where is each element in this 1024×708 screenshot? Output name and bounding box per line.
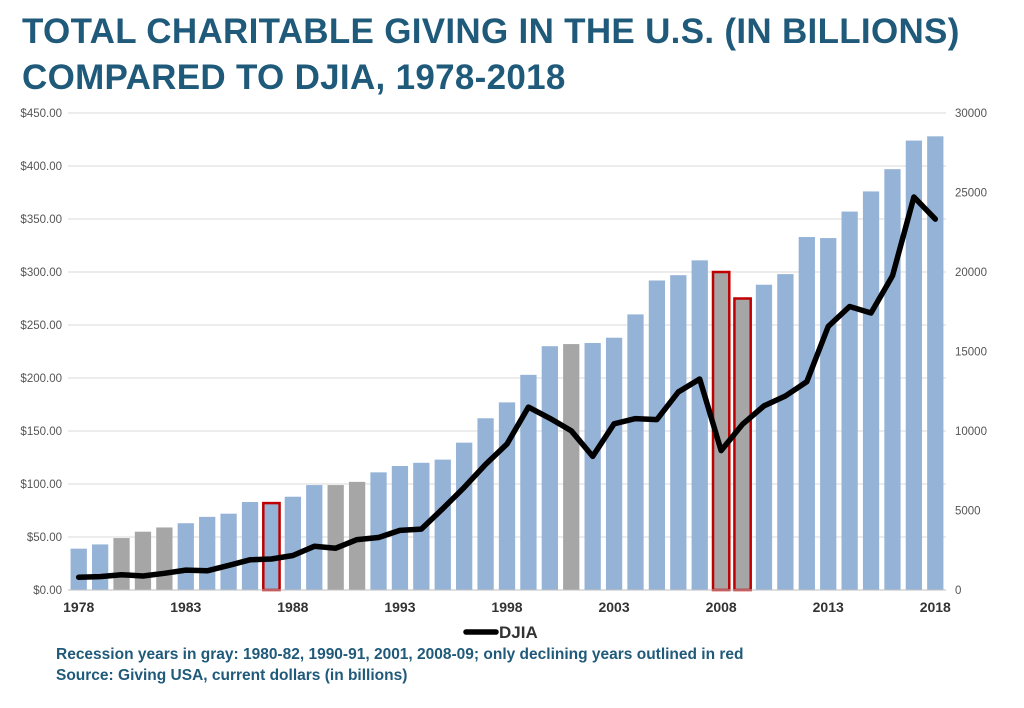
giving-bar-1995	[434, 459, 451, 590]
x-axis-tick-label: 2003	[598, 599, 629, 615]
giving-bar-1983	[177, 523, 194, 590]
giving-bar-2016	[884, 169, 901, 590]
giving-bar-2014	[841, 211, 858, 590]
x-axis-tick-label: 1983	[170, 599, 201, 615]
left-axis-tick-label: $100.00	[20, 479, 62, 491]
giving-bar-2000	[541, 346, 558, 590]
source-note: Source: Giving USA, current dollars (in …	[56, 667, 408, 684]
left-axis-tick-label: $50.00	[27, 532, 62, 544]
giving-bar-2017	[905, 140, 923, 590]
giving-bar-2001	[563, 344, 580, 590]
giving-bar-1980	[113, 538, 130, 590]
giving-bar-2004	[627, 314, 644, 590]
giving-bar-2015	[862, 191, 880, 590]
x-axis-tick-label: 2013	[813, 599, 844, 615]
giving-bar-1988	[284, 496, 301, 590]
giving-bar-1989	[306, 485, 323, 590]
right-axis-tick-label: 0	[955, 585, 961, 597]
giving-bar-2018	[927, 136, 944, 590]
x-axis-tick-label: 1988	[277, 599, 308, 615]
left-axis-tick-label: $250.00	[20, 320, 62, 332]
giving-bar-1979	[91, 544, 109, 590]
giving-bar-1991	[348, 481, 366, 590]
giving-bar-2012	[798, 237, 815, 590]
giving-bar-1978	[70, 548, 87, 590]
right-axis-tick-label: 20000	[955, 267, 987, 279]
left-axis-tick-label: $0.00	[33, 585, 62, 597]
right-axis-tick-label: 10000	[955, 426, 987, 438]
giving-bar-1996	[456, 442, 473, 590]
giving-bar-2011	[777, 274, 794, 590]
x-axis-tick-label: 2008	[706, 599, 737, 615]
chart-title-line-2: COMPARED TO DJIA, 1978-2018	[22, 58, 566, 97]
giving-bar-2006	[670, 275, 687, 590]
left-axis-tick-label: $200.00	[20, 373, 62, 385]
giving-bar-1981	[134, 531, 152, 590]
left-axis-tick-label: $400.00	[20, 161, 62, 173]
giving-bar-1984	[199, 516, 216, 590]
giving-bar-1986	[241, 502, 259, 590]
giving-bar-2005	[648, 280, 666, 590]
right-axis-tick-label: 15000	[955, 347, 987, 359]
giving-bar-1982	[156, 527, 173, 590]
giving-bar-2009	[733, 297, 752, 592]
x-axis-tick-label: 1993	[384, 599, 415, 615]
giving-bar-2003	[605, 337, 623, 590]
giving-bar-1985	[220, 513, 237, 590]
x-axis-tick-label: 2018	[920, 599, 951, 615]
x-axis-tick-label: 1978	[63, 599, 94, 615]
left-axis-tick-label: $450.00	[20, 108, 62, 120]
giving-bar-2007	[691, 260, 708, 590]
giving-bar-1999	[520, 374, 537, 590]
right-axis-tick-label: 30000	[955, 108, 987, 120]
left-axis-tick-label: $350.00	[20, 214, 62, 226]
giving-bar-1992	[370, 472, 387, 590]
giving-bar-2002	[584, 343, 601, 590]
left-axis-tick-label: $300.00	[20, 267, 62, 279]
chart-title-line-1: TOTAL CHARITABLE GIVING IN THE U.S. (IN …	[22, 12, 960, 51]
legend-djia-label: DJIA	[499, 623, 538, 642]
x-axis-tick-label: 1998	[491, 599, 522, 615]
giving-bar-1987	[262, 501, 281, 592]
giving-bar-2013	[820, 238, 837, 590]
left-axis-tick-label: $150.00	[20, 426, 62, 438]
right-axis-tick-label: 5000	[955, 506, 981, 518]
djia-line	[75, 194, 939, 581]
giving-bar-1990	[327, 485, 344, 590]
giving-bar-1997	[477, 418, 494, 590]
recession-note: Recession years in gray: 1980-82, 1990-9…	[56, 646, 744, 663]
right-axis-tick-label: 25000	[955, 188, 987, 200]
giving-bar-2010	[755, 284, 773, 590]
